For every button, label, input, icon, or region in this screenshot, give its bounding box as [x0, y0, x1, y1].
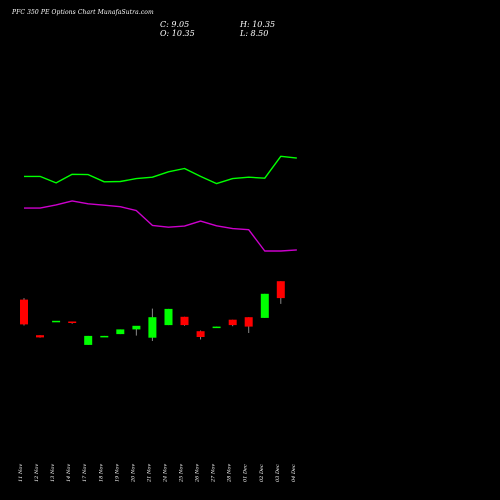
candle-body-4	[68, 321, 77, 323]
x-tick-label: 18 Nov	[98, 464, 104, 482]
candle-body-17	[276, 281, 285, 299]
low-value: L: 8.50	[240, 29, 269, 38]
series-line-2	[24, 200, 297, 252]
x-tick-label: 19 Nov	[114, 464, 120, 482]
x-tick-label: 21 Nov	[146, 464, 152, 483]
x-tick-label: 11 Nov	[18, 464, 24, 482]
x-tick-label: 14 Nov	[66, 464, 72, 482]
x-tick-label: 13 Nov	[50, 464, 56, 482]
candle-body-2	[36, 335, 44, 338]
high-value: H: 10.35	[240, 20, 276, 29]
candle-body-16	[260, 293, 269, 318]
candle-body-15	[244, 317, 253, 327]
candle-body-5	[84, 335, 93, 345]
candle-body-6	[100, 335, 109, 338]
candle-body-9	[148, 317, 157, 338]
series-line-1	[24, 155, 297, 185]
x-tick-label: 24 Nov	[162, 464, 168, 483]
x-tick-label: 17 Nov	[82, 464, 88, 482]
candle-body-12	[196, 331, 205, 337]
x-tick-label: 27 Nov	[211, 464, 217, 483]
candle-body-8	[132, 325, 141, 330]
close-value: C: 9.05	[160, 20, 190, 29]
candle-body-11	[180, 316, 189, 326]
x-tick-label: 01 Dec	[243, 464, 249, 482]
candle-body-7	[116, 329, 125, 335]
candle-body-3	[52, 320, 61, 323]
open-value: O: 10.35	[160, 29, 195, 38]
x-tick-label: 20 Nov	[130, 464, 136, 483]
chart-title: PFC 350 PE Options Chart MunafaSutra.com	[12, 9, 154, 16]
x-tick-label: 03 Dec	[275, 464, 281, 482]
x-tick-label: 02 Dec	[259, 464, 265, 482]
x-tick-label: 12 Nov	[34, 464, 40, 482]
x-tick-label: 04 Dec	[291, 464, 297, 482]
x-tick-label: 26 Nov	[195, 464, 201, 483]
x-tick-label: 28 Nov	[227, 464, 233, 483]
candle-body-14	[228, 319, 237, 326]
candle-body-1	[20, 299, 28, 325]
candle-body-10	[164, 308, 173, 326]
x-tick-label: 25 Nov	[179, 464, 185, 483]
candle-body-13	[212, 326, 221, 329]
